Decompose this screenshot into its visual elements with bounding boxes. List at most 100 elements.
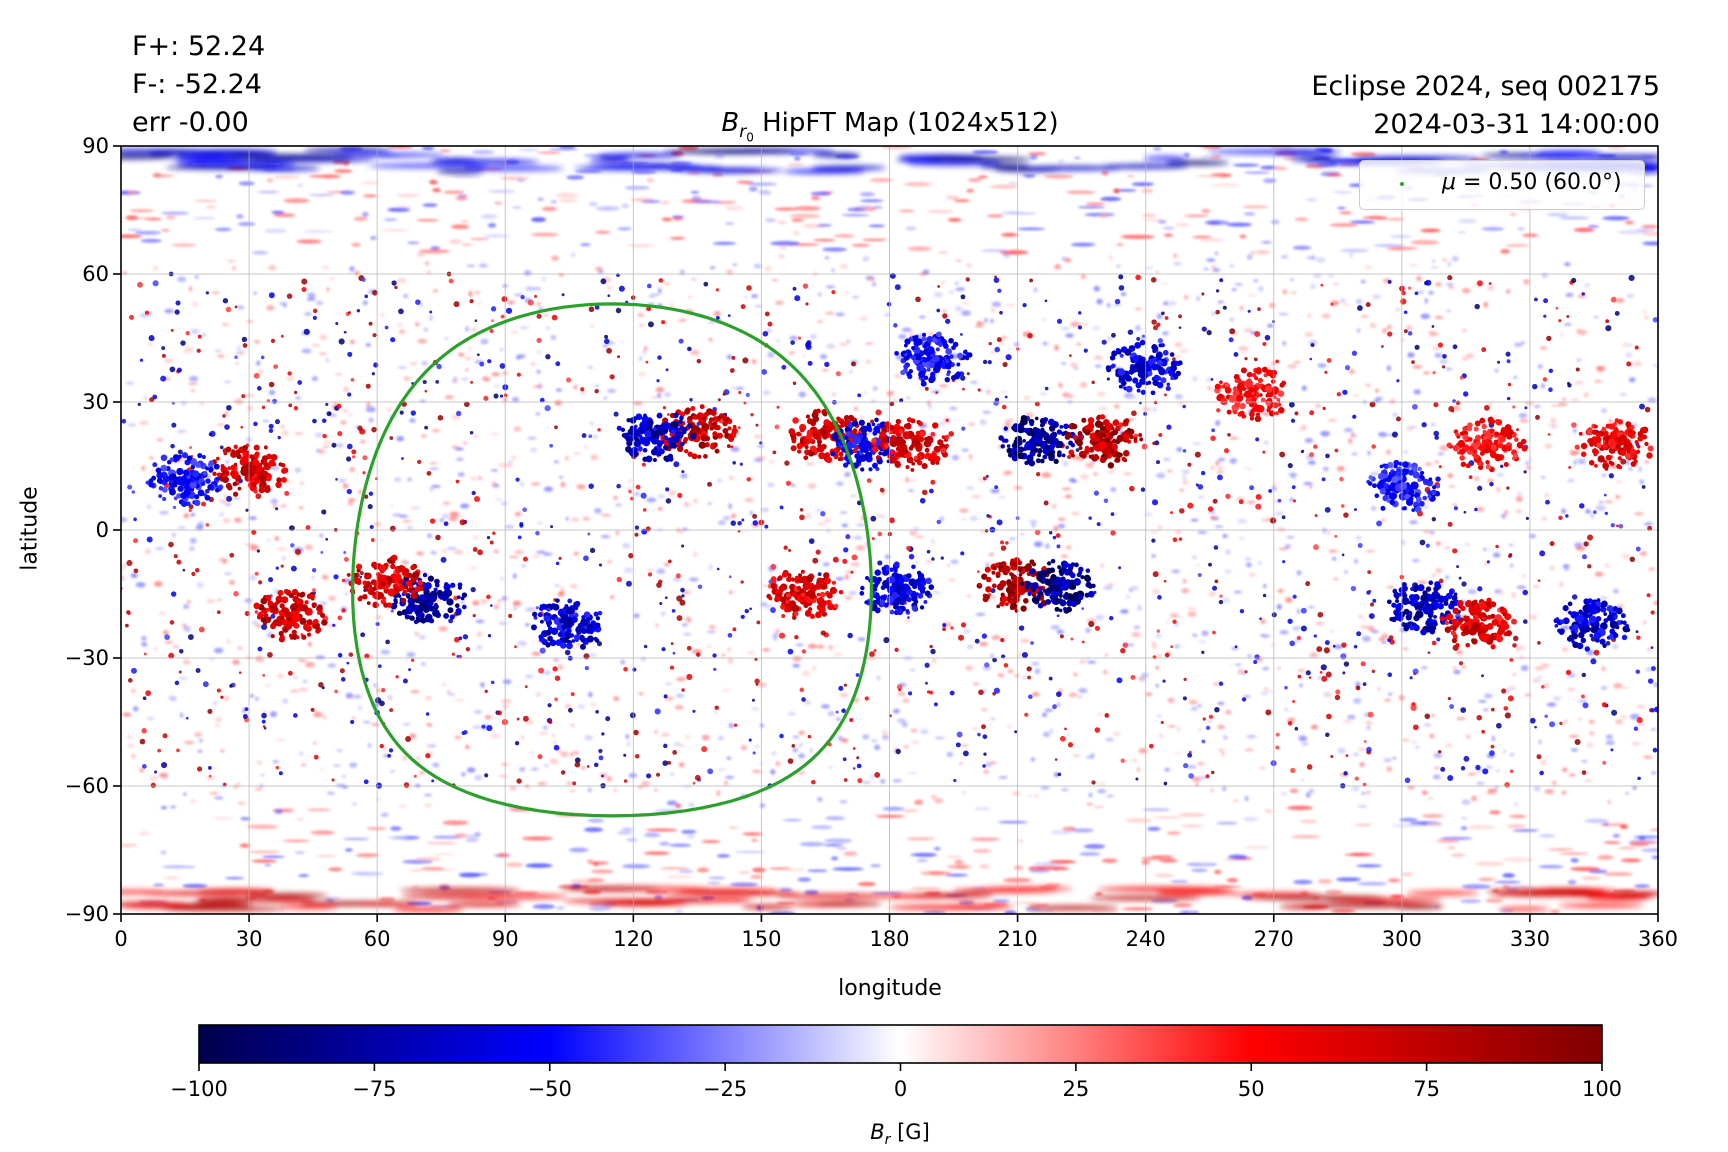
field-speckle bbox=[246, 824, 279, 830]
field-speckle bbox=[775, 339, 781, 342]
network-element bbox=[1650, 708, 1655, 713]
network-element bbox=[1535, 414, 1540, 420]
network-element bbox=[415, 299, 421, 305]
field-speckle bbox=[1359, 761, 1365, 768]
field-speckle bbox=[751, 294, 759, 298]
field-speckle bbox=[1533, 585, 1539, 588]
network-element bbox=[983, 752, 987, 756]
field-speckle bbox=[172, 532, 176, 538]
active-region-pixel bbox=[317, 611, 321, 615]
field-speckle bbox=[1333, 644, 1344, 650]
field-speckle bbox=[349, 266, 355, 272]
field-speckle bbox=[1483, 708, 1489, 712]
field-speckle bbox=[1001, 233, 1018, 237]
network-element bbox=[1334, 694, 1341, 701]
field-speckle bbox=[1297, 428, 1305, 432]
field-speckle bbox=[901, 327, 912, 332]
field-speckle bbox=[427, 533, 432, 538]
active-region-pixel bbox=[427, 575, 435, 582]
field-speckle bbox=[1040, 786, 1050, 790]
field-speckle bbox=[532, 904, 556, 910]
field-speckle bbox=[1533, 678, 1540, 683]
network-element bbox=[176, 748, 180, 753]
network-element bbox=[744, 608, 749, 614]
field-speckle bbox=[1534, 404, 1541, 408]
active-region-pixel bbox=[405, 593, 411, 599]
field-speckle bbox=[690, 191, 699, 194]
field-speckle bbox=[1214, 251, 1219, 256]
field-speckle bbox=[1138, 748, 1148, 754]
network-element bbox=[487, 359, 492, 364]
active-region-pixel bbox=[1101, 447, 1110, 455]
field-speckle bbox=[966, 594, 972, 597]
field-speckle bbox=[355, 853, 379, 858]
field-speckle bbox=[1166, 831, 1181, 835]
network-element bbox=[486, 594, 491, 600]
network-element bbox=[722, 392, 726, 396]
field-speckle bbox=[1065, 190, 1096, 194]
active-region-pixel bbox=[391, 554, 398, 561]
field-speckle bbox=[514, 293, 524, 296]
field-speckle bbox=[1462, 288, 1471, 294]
field-speckle bbox=[282, 556, 286, 561]
network-element bbox=[1565, 514, 1569, 518]
network-element bbox=[1262, 341, 1267, 347]
field-speckle bbox=[1444, 546, 1451, 550]
active-region-pixel bbox=[304, 600, 309, 605]
field-speckle bbox=[1044, 708, 1054, 712]
network-element bbox=[1537, 641, 1541, 645]
field-speckle bbox=[865, 359, 871, 365]
field-speckle bbox=[909, 332, 913, 338]
field-speckle bbox=[1523, 279, 1530, 285]
field-speckle bbox=[1411, 740, 1417, 744]
field-speckle bbox=[1360, 315, 1369, 318]
field-speckle bbox=[1628, 466, 1633, 472]
field-speckle bbox=[1357, 805, 1368, 808]
field-speckle bbox=[1496, 473, 1505, 477]
network-element bbox=[1650, 610, 1655, 615]
field-speckle bbox=[1057, 523, 1066, 529]
network-element bbox=[1605, 641, 1611, 646]
field-speckle bbox=[792, 656, 802, 662]
field-speckle bbox=[282, 430, 289, 436]
field-speckle bbox=[1174, 644, 1180, 649]
network-element bbox=[929, 644, 933, 649]
active-region-pixel bbox=[1020, 414, 1028, 422]
field-speckle bbox=[1445, 368, 1453, 371]
network-element bbox=[1507, 695, 1514, 702]
field-speckle bbox=[224, 572, 232, 575]
active-region-pixel bbox=[414, 585, 421, 593]
field-speckle bbox=[326, 791, 335, 795]
active-region-pixel bbox=[1050, 558, 1056, 564]
field-speckle bbox=[531, 651, 541, 656]
field-speckle bbox=[1416, 275, 1422, 282]
field-speckle bbox=[1079, 381, 1088, 388]
field-speckle bbox=[669, 843, 692, 847]
field-speckle bbox=[447, 546, 457, 551]
field-speckle bbox=[1086, 618, 1097, 624]
network-element bbox=[778, 632, 786, 639]
network-element bbox=[755, 423, 759, 427]
field-speckle bbox=[772, 632, 780, 639]
field-speckle bbox=[974, 807, 991, 811]
network-element bbox=[1362, 682, 1367, 687]
field-speckle bbox=[225, 459, 230, 465]
active-region-pixel bbox=[1057, 450, 1062, 456]
network-element bbox=[560, 770, 566, 775]
network-element bbox=[729, 368, 735, 373]
active-region-pixel bbox=[1019, 581, 1025, 586]
network-element bbox=[152, 462, 158, 468]
active-region-pixel bbox=[1025, 460, 1030, 465]
network-element bbox=[692, 709, 696, 713]
active-region-pixel bbox=[1022, 438, 1026, 443]
network-element bbox=[1314, 514, 1318, 518]
network-element bbox=[1238, 499, 1244, 505]
field-speckle bbox=[828, 345, 836, 349]
field-speckle bbox=[753, 434, 763, 439]
network-element bbox=[1506, 396, 1511, 401]
field-speckle bbox=[281, 424, 285, 429]
field-speckle bbox=[1509, 213, 1517, 216]
field-speckle bbox=[810, 825, 833, 830]
network-element bbox=[1067, 454, 1072, 460]
field-speckle bbox=[1269, 146, 1295, 150]
